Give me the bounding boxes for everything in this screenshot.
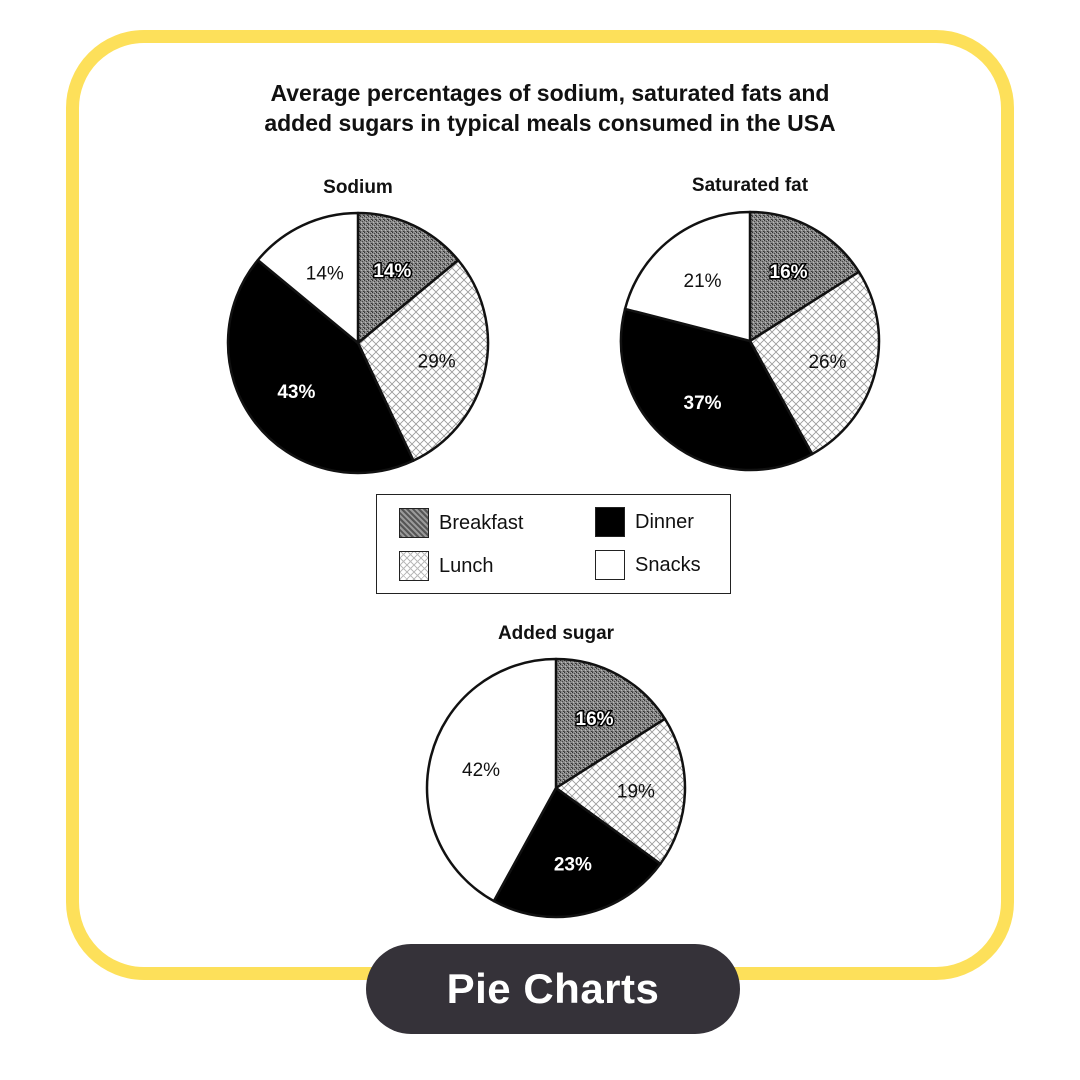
pie-slice-saturated-fat-breakfast xyxy=(748,210,861,343)
legend-label-breakfast: Breakfast xyxy=(439,511,524,534)
chart-title: Average percentages of sodium, saturated… xyxy=(150,78,950,138)
pie-label-sodium-snacks: 14% xyxy=(306,263,344,284)
legend-item-snacks: Snacks xyxy=(595,550,701,580)
pie-slice-added-sugar-lunch xyxy=(554,717,687,866)
legend-item-lunch: Lunch xyxy=(399,551,494,581)
chart-title-line-1: Average percentages of sodium, saturated… xyxy=(270,80,830,106)
chart-title-line-2: added sugars in typical meals consumed i… xyxy=(264,110,836,136)
pie-charts-badge: Pie Charts xyxy=(366,944,740,1034)
legend-swatch-breakfast xyxy=(399,508,429,538)
pie-label-sodium-dinner: 43% xyxy=(277,382,315,403)
legend-label-dinner: Dinner xyxy=(635,510,694,533)
pie-label-added-sugar-dinner: 23% xyxy=(554,855,592,876)
pie-label-saturated-fat-snacks: 21% xyxy=(684,271,722,292)
pie-slice-saturated-fat-snacks xyxy=(623,210,752,343)
pie-label-added-sugar-lunch: 19% xyxy=(617,782,655,803)
legend-swatch-snacks xyxy=(595,550,625,580)
legend-item-dinner: Dinner xyxy=(595,507,694,537)
pie-label-added-sugar-snacks: 42% xyxy=(462,760,500,781)
pie-slice-sodium-snacks xyxy=(256,211,360,345)
pie-title-sodium: Sodium xyxy=(323,177,393,198)
pie-label-saturated-fat-dinner: 37% xyxy=(684,393,722,414)
pie-slice-sodium-dinner xyxy=(226,258,415,475)
pie-slice-saturated-fat-lunch xyxy=(748,270,881,456)
pie-slice-saturated-fat-dinner xyxy=(619,307,814,472)
legend: Breakfast Lunch Dinner Snacks xyxy=(376,494,731,594)
legend-swatch-lunch xyxy=(399,551,429,581)
pie-title-saturated-fat: Saturated fat xyxy=(692,175,809,196)
pie-slice-added-sugar-breakfast xyxy=(554,657,667,790)
legend-item-breakfast: Breakfast xyxy=(399,508,523,538)
legend-swatch-dinner xyxy=(595,507,625,537)
legend-label-lunch: Lunch xyxy=(439,554,494,577)
legend-label-snacks: Snacks xyxy=(635,553,701,576)
pie-slice-sodium-breakfast xyxy=(356,211,460,345)
pie-label-saturated-fat-breakfast: 16% xyxy=(770,262,808,283)
pie-label-sodium-breakfast: 14% xyxy=(373,261,411,282)
pie-slice-added-sugar-snacks xyxy=(425,657,558,903)
pie-slice-added-sugar-dinner xyxy=(492,786,662,919)
pie-label-sodium-lunch: 29% xyxy=(418,352,456,373)
pie-title-added-sugar: Added sugar xyxy=(498,623,615,644)
pie-label-saturated-fat-lunch: 26% xyxy=(808,352,846,373)
pie-label-added-sugar-breakfast: 16% xyxy=(576,709,614,730)
